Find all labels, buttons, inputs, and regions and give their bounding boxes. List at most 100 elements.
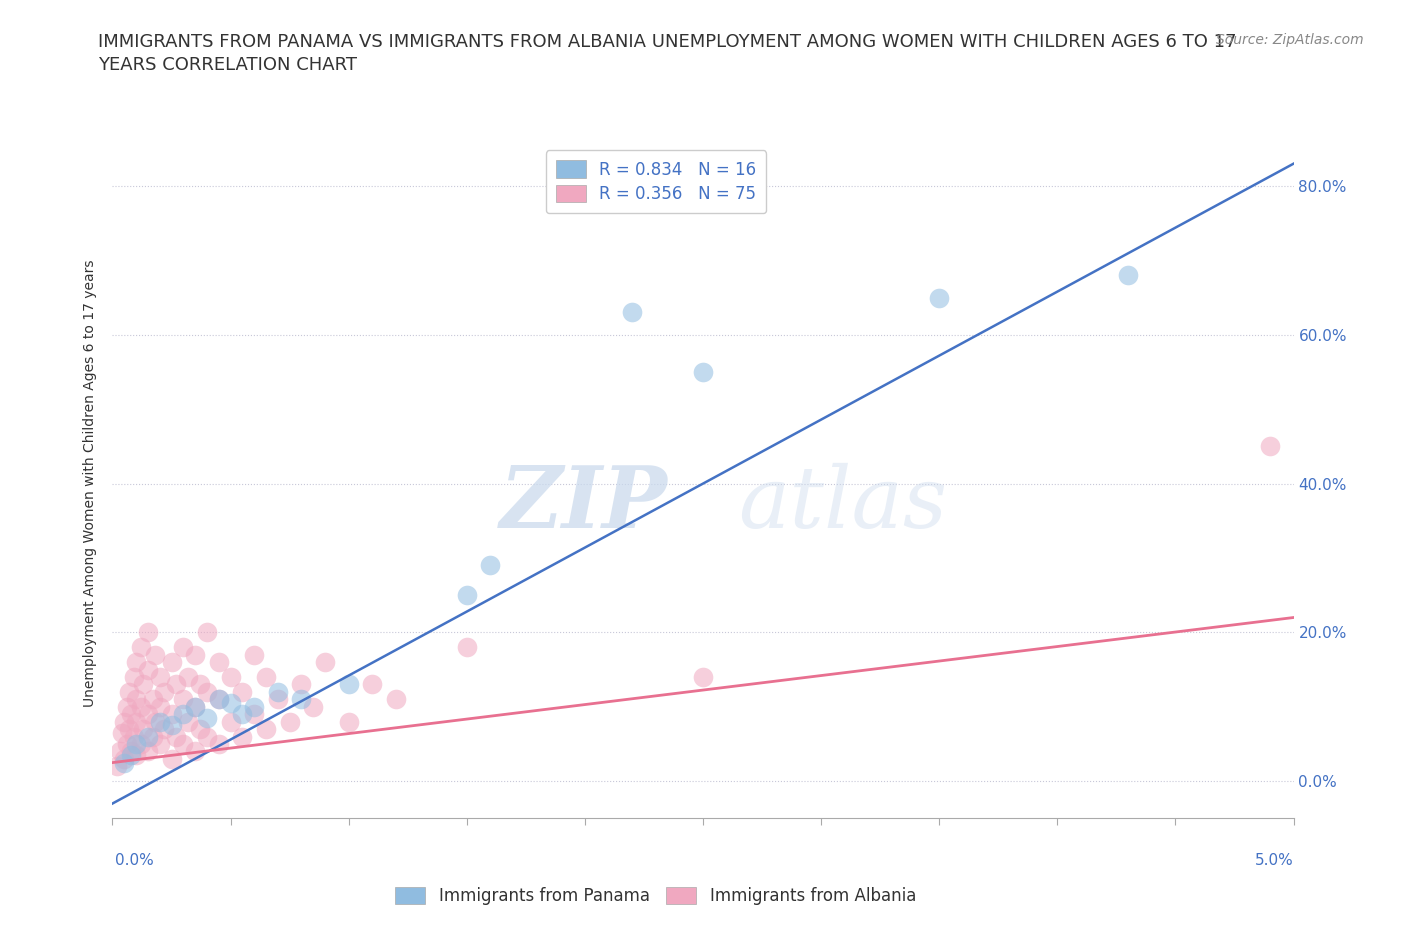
- Point: [143, 647, 166, 662]
- Point: [160, 751, 183, 766]
- Point: [254, 670, 277, 684]
- Point: [149, 714, 172, 729]
- Point: [219, 696, 242, 711]
- Y-axis label: Unemployment Among Women with Children Ages 6 to 17 years: Unemployment Among Women with Children A…: [83, 259, 97, 708]
- Point: [337, 677, 360, 692]
- Point: [149, 699, 172, 714]
- Point: [172, 707, 194, 722]
- Point: [692, 365, 714, 379]
- Point: [118, 722, 141, 737]
- Point: [129, 737, 152, 751]
- Point: [456, 588, 478, 603]
- Point: [136, 707, 159, 722]
- Point: [136, 662, 159, 677]
- Point: [149, 737, 172, 751]
- Text: Source: ZipAtlas.com: Source: ZipAtlas.com: [1216, 33, 1364, 46]
- Point: [143, 714, 166, 729]
- Point: [208, 655, 231, 670]
- Text: 0.0%: 0.0%: [115, 853, 155, 868]
- Point: [125, 748, 148, 763]
- Point: [254, 722, 277, 737]
- Point: [115, 699, 138, 714]
- Point: [337, 714, 360, 729]
- Point: [195, 711, 218, 725]
- Point: [278, 714, 301, 729]
- Point: [692, 670, 714, 684]
- Point: [132, 677, 155, 692]
- Point: [165, 729, 187, 744]
- Point: [120, 748, 142, 763]
- Point: [267, 684, 290, 699]
- Point: [172, 640, 194, 655]
- Point: [290, 692, 312, 707]
- Point: [129, 699, 152, 714]
- Point: [177, 670, 200, 684]
- Point: [112, 755, 135, 770]
- Point: [385, 692, 408, 707]
- Point: [136, 729, 159, 744]
- Point: [136, 744, 159, 759]
- Point: [120, 744, 142, 759]
- Point: [125, 714, 148, 729]
- Legend: Immigrants from Panama, Immigrants from Albania: Immigrants from Panama, Immigrants from …: [388, 881, 922, 911]
- Point: [195, 684, 218, 699]
- Point: [195, 729, 218, 744]
- Point: [219, 714, 242, 729]
- Point: [208, 737, 231, 751]
- Point: [302, 699, 325, 714]
- Text: ZIP: ZIP: [499, 462, 668, 545]
- Point: [125, 692, 148, 707]
- Text: atlas: atlas: [738, 462, 948, 545]
- Point: [115, 737, 138, 751]
- Point: [112, 714, 135, 729]
- Point: [136, 625, 159, 640]
- Point: [621, 305, 644, 320]
- Text: 5.0%: 5.0%: [1254, 853, 1294, 868]
- Point: [188, 722, 211, 737]
- Point: [142, 729, 165, 744]
- Point: [314, 655, 336, 670]
- Point: [153, 722, 176, 737]
- Point: [160, 655, 183, 670]
- Point: [231, 684, 253, 699]
- Text: IMMIGRANTS FROM PANAMA VS IMMIGRANTS FROM ALBANIA UNEMPLOYMENT AMONG WOMEN WITH : IMMIGRANTS FROM PANAMA VS IMMIGRANTS FRO…: [98, 33, 1237, 50]
- Point: [184, 744, 207, 759]
- Point: [105, 759, 128, 774]
- Point: [184, 699, 207, 714]
- Point: [456, 640, 478, 655]
- Text: YEARS CORRELATION CHART: YEARS CORRELATION CHART: [98, 56, 357, 73]
- Point: [142, 692, 165, 707]
- Point: [188, 677, 211, 692]
- Point: [129, 640, 152, 655]
- Point: [153, 684, 176, 699]
- Point: [208, 692, 231, 707]
- Point: [361, 677, 384, 692]
- Point: [177, 714, 200, 729]
- Point: [195, 625, 218, 640]
- Point: [172, 737, 194, 751]
- Point: [1258, 439, 1281, 454]
- Point: [122, 729, 145, 744]
- Point: [125, 737, 148, 751]
- Point: [120, 707, 142, 722]
- Point: [231, 707, 253, 722]
- Point: [118, 684, 141, 699]
- Point: [928, 290, 950, 305]
- Point: [172, 692, 194, 707]
- Point: [184, 699, 207, 714]
- Point: [243, 707, 266, 722]
- Point: [231, 729, 253, 744]
- Point: [108, 744, 131, 759]
- Point: [219, 670, 242, 684]
- Point: [243, 699, 266, 714]
- Point: [243, 647, 266, 662]
- Point: [479, 558, 502, 573]
- Point: [165, 677, 187, 692]
- Point: [184, 647, 207, 662]
- Point: [125, 655, 148, 670]
- Point: [132, 722, 155, 737]
- Point: [290, 677, 312, 692]
- Point: [160, 718, 183, 733]
- Point: [111, 725, 134, 740]
- Point: [208, 692, 231, 707]
